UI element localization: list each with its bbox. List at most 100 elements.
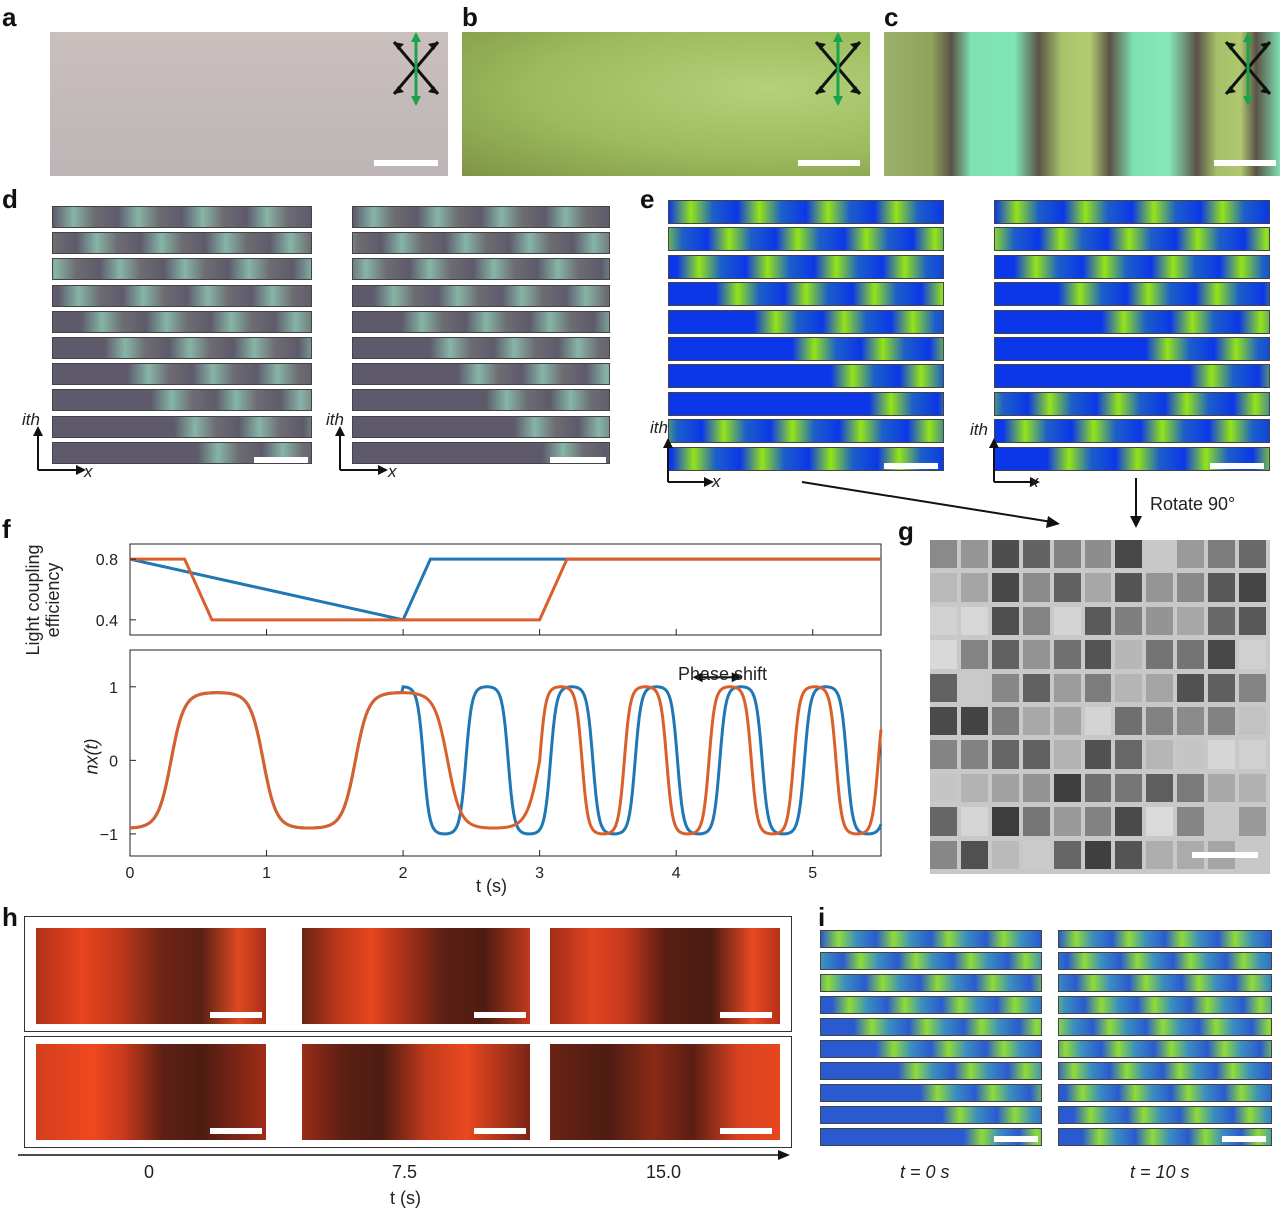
heatmap-cell [1053,606,1081,636]
heatmap-cell [930,840,957,869]
series-line [130,557,881,622]
chart-f: 0.4 0.8 −1 0 1 0 1 2 3 4 5 [96,543,883,882]
scale-bar [994,1136,1038,1142]
scale-bar [798,160,860,166]
panel-label-b: b [462,2,478,32]
scale-bar [254,457,308,463]
heatmap-cell [1115,673,1143,702]
strip [668,227,944,252]
scale-bar [474,1012,526,1018]
heatmap-cell [1053,640,1081,669]
heatmap-cell [1084,773,1112,803]
strip [352,337,610,359]
heatmap-cell [1053,540,1081,569]
heatmap-cell [1115,640,1143,669]
strip [1058,1018,1272,1036]
heatmap-cell [1146,807,1174,836]
strip [994,254,1270,279]
heatmap-cell [960,640,988,669]
heatmap-cell [1177,740,1205,769]
x-tick-label: 3 [535,865,544,882]
h-tick-1: 7.5 [392,1162,418,1182]
heatmap-cell [960,840,988,869]
heatmap-cell [1053,707,1081,736]
h-time-axis [18,1150,790,1160]
heatmap-cell [1053,740,1081,769]
heatmap-cell [1084,840,1112,869]
heatmap-cell [1146,673,1174,702]
heatmap-cell [991,673,1019,702]
x-tick-label: 1 [262,865,271,882]
h-row-1-frame [24,916,792,1032]
heatmap-cell [1022,573,1050,602]
axes-icon [33,426,86,475]
heatmap-cell [1084,540,1112,569]
heatmap-cell [1239,640,1266,669]
scale-bar [474,1128,526,1134]
heatmap-cell [1084,740,1112,769]
axis-label-x: x [712,472,721,491]
panel-label-e: e [640,184,655,214]
heatmap-cell [1053,840,1081,869]
micrograph-a [50,32,448,176]
strip [352,389,610,412]
heatmap-cell [960,707,988,736]
heatmap-cell [1146,640,1174,669]
heatmap-cell [1084,673,1112,702]
heatmap-cell [1053,673,1081,702]
strip [994,364,1270,389]
heatmap-cell [960,573,988,602]
strip [994,391,1270,416]
h-tick-0: 0 [144,1162,155,1182]
heatmap-cell [960,807,988,836]
heatmap-cell [930,540,957,569]
y-tick-label: −1 [100,827,118,844]
strip [52,415,312,438]
strip [820,1106,1042,1124]
heatmap-cell [991,840,1019,869]
axis-label-x: x [1030,472,1039,491]
heatmap-cell [930,740,957,769]
strip [52,441,312,464]
heatmap-cell [960,773,988,803]
axes-icon [663,438,714,487]
heatmap-cell [1022,840,1050,869]
strip [820,974,1042,992]
strip [820,1018,1042,1036]
h-image [550,928,780,1024]
panel-label-a: a [2,2,17,32]
heatmap-cell [1146,773,1174,803]
h-xlabel: t (s) [390,1188,421,1208]
heatmap-cell [1022,673,1050,702]
y-tick-label: 0 [109,753,118,770]
heatmap-cell [1022,707,1050,736]
y-tick-label: 1 [109,680,118,697]
heatmap-cell [1115,807,1143,836]
heatmap-cell [991,740,1019,769]
heatmap-cell [991,707,1019,736]
heatmap-cell [1053,773,1081,803]
axes-icon [335,426,388,475]
strip [820,1128,1042,1146]
micrograph-b [462,32,870,176]
axis-label-x: x [388,462,397,481]
heatmap-cell [1208,807,1236,836]
strip [52,389,312,412]
heatmap-cell [1115,606,1143,636]
scale-bar [374,160,438,166]
strip [1058,996,1272,1014]
strip [1058,1062,1272,1080]
strip [352,206,610,228]
heatmap-cell [1022,540,1050,569]
heatmap-cell [1208,640,1236,669]
scale-bar [1214,160,1276,166]
h-tick-2: 15.0 [646,1162,682,1182]
heatmap-cell [1115,540,1143,569]
heatmap-cell [991,540,1019,569]
polarizer-cross-icon [1224,32,1272,106]
strip [52,284,312,307]
heatmap-cell [1177,773,1205,803]
heatmap-cell [991,573,1019,602]
heatmap-cell [960,606,988,636]
strip [668,200,944,224]
